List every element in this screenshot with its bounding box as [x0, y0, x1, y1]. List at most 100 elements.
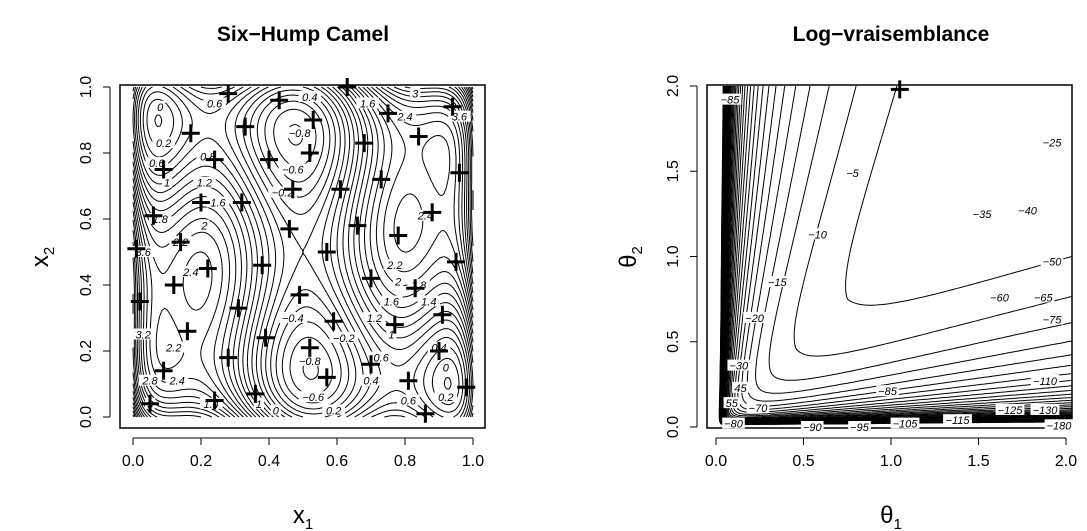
contour-label-bg — [356, 97, 379, 109]
log-likelihood-panel: Log−vraisemblance 0.0 0.5 1.0 1.5 2.0 0.0 0.5… — [615, 23, 1077, 531]
x-tick-label: 0.4 — [258, 453, 280, 470]
contour-label-bg — [131, 328, 155, 340]
contour-line — [768, 85, 1072, 381]
contour-line — [793, 85, 1072, 357]
contour-label-bg — [152, 137, 175, 149]
y-tick-label: 0.5 — [665, 331, 682, 353]
contour-label-bg — [278, 312, 308, 323]
contour-label-bg — [285, 127, 314, 139]
contour-label-bg — [743, 311, 766, 323]
contour-label-bg — [1030, 403, 1060, 415]
y-axis-label: x2 — [27, 247, 58, 267]
design-point-marker — [406, 279, 425, 298]
contour-label: 2.2 — [386, 260, 402, 272]
contour-label: −20 — [745, 313, 765, 325]
design-point-marker — [154, 361, 173, 380]
contour-label: 1.4 — [421, 297, 436, 309]
design-point-marker — [130, 292, 149, 311]
contour-label: 2.4 — [169, 376, 185, 388]
contour-label: −130 — [1033, 405, 1059, 417]
contour-label-bg — [145, 156, 169, 168]
y-tick-label: 0.4 — [78, 274, 95, 296]
contour-line — [734, 85, 1072, 413]
contour-label-bg — [386, 328, 397, 340]
x-tick-label: 0.8 — [394, 453, 416, 470]
contour-label-bg — [359, 374, 383, 386]
contour-label-bg — [298, 90, 322, 102]
design-point-marker — [181, 124, 200, 143]
contour-label: −80 — [724, 419, 744, 431]
contour-lines — [718, 85, 1072, 425]
contour-label-bg — [383, 259, 407, 271]
contour-line — [720, 85, 1072, 425]
contour-label: −85 — [878, 386, 898, 398]
contour-label: −40 — [1018, 205, 1038, 217]
contour-label: −60 — [990, 292, 1010, 304]
contour-label-bg — [848, 421, 871, 432]
contour-label: 2.4 — [182, 267, 198, 279]
contour-label: 0.2 — [156, 138, 171, 150]
chart-title: Six−Hump Camel — [217, 23, 389, 46]
contour-label-bg — [329, 331, 359, 343]
contour-label-bg — [162, 341, 186, 353]
contour-labels: −85 −5 −10 −15 −20 −30 45 55 −70 −80 −90 −95 −105 −11… — [718, 93, 1074, 434]
y-tick-label: 1.0 — [665, 245, 682, 267]
design-point-marker — [317, 368, 336, 387]
contour-label: −10 — [808, 229, 828, 241]
design-point-marker — [270, 91, 289, 110]
x-tick-label: 2.0 — [1055, 453, 1077, 470]
contour-line — [132, 86, 474, 418]
contour-line — [732, 85, 1072, 415]
design-point-marker — [178, 322, 197, 341]
contour-label: −110 — [1033, 376, 1058, 388]
contour-label-bg — [765, 276, 789, 288]
contour-line — [741, 85, 1072, 407]
contour-line — [132, 86, 474, 418]
design-point-marker — [164, 276, 183, 294]
design-point-marker — [399, 371, 418, 390]
contour-label-bg — [253, 397, 264, 409]
design-point-marker — [300, 338, 319, 357]
design-points — [127, 78, 476, 423]
contour-label-bg — [727, 359, 751, 371]
contour-label: −25 — [1043, 137, 1063, 149]
contour-label: 1.2 — [197, 178, 212, 190]
x-axis: 0.0 0.5 1.0 1.5 2.0 — [705, 437, 1077, 470]
contour-line — [720, 85, 1072, 425]
y-tick-label: 0.6 — [78, 208, 95, 230]
contour-label: 3.2 — [136, 330, 151, 342]
design-point-marker — [236, 117, 255, 136]
contour-label: 0 — [273, 405, 280, 417]
x-tick-label: 0.5 — [792, 453, 814, 470]
contour-line — [845, 85, 1072, 306]
x-tick-label: 0.2 — [190, 453, 212, 470]
y-tick-label: 2.0 — [665, 75, 682, 97]
y-tick-label: 0.8 — [78, 142, 95, 164]
y-tick-label: 0.2 — [78, 340, 95, 362]
contour-label-bg — [844, 166, 861, 178]
contour-label-bg — [723, 397, 740, 409]
contour-line — [725, 85, 1072, 421]
contour-label: 1.6 — [210, 198, 226, 210]
contour-label: 3 — [412, 89, 419, 101]
contour-label-bg — [448, 110, 471, 122]
contour-label-bg — [278, 163, 308, 175]
contour-label: 0.6 — [374, 353, 390, 365]
contour-label-bg — [397, 394, 420, 406]
contour-label: 0 — [443, 363, 450, 375]
contour-label: 1.2 — [367, 313, 382, 325]
contour-label: −0.4 — [282, 313, 304, 325]
contour-line — [132, 86, 474, 418]
design-point-marker — [331, 180, 350, 199]
contour-label: −0.8 — [289, 128, 312, 140]
contour-lines — [132, 86, 474, 418]
contour-line — [132, 86, 474, 418]
contour-label: −115 — [946, 415, 971, 427]
contour-label-bg — [410, 87, 421, 99]
design-point-marker — [141, 394, 159, 413]
contour-label: −85 — [721, 95, 741, 107]
design-point-marker — [416, 404, 435, 423]
contour-line — [139, 86, 467, 418]
x-tick-label: 0.6 — [326, 453, 348, 470]
